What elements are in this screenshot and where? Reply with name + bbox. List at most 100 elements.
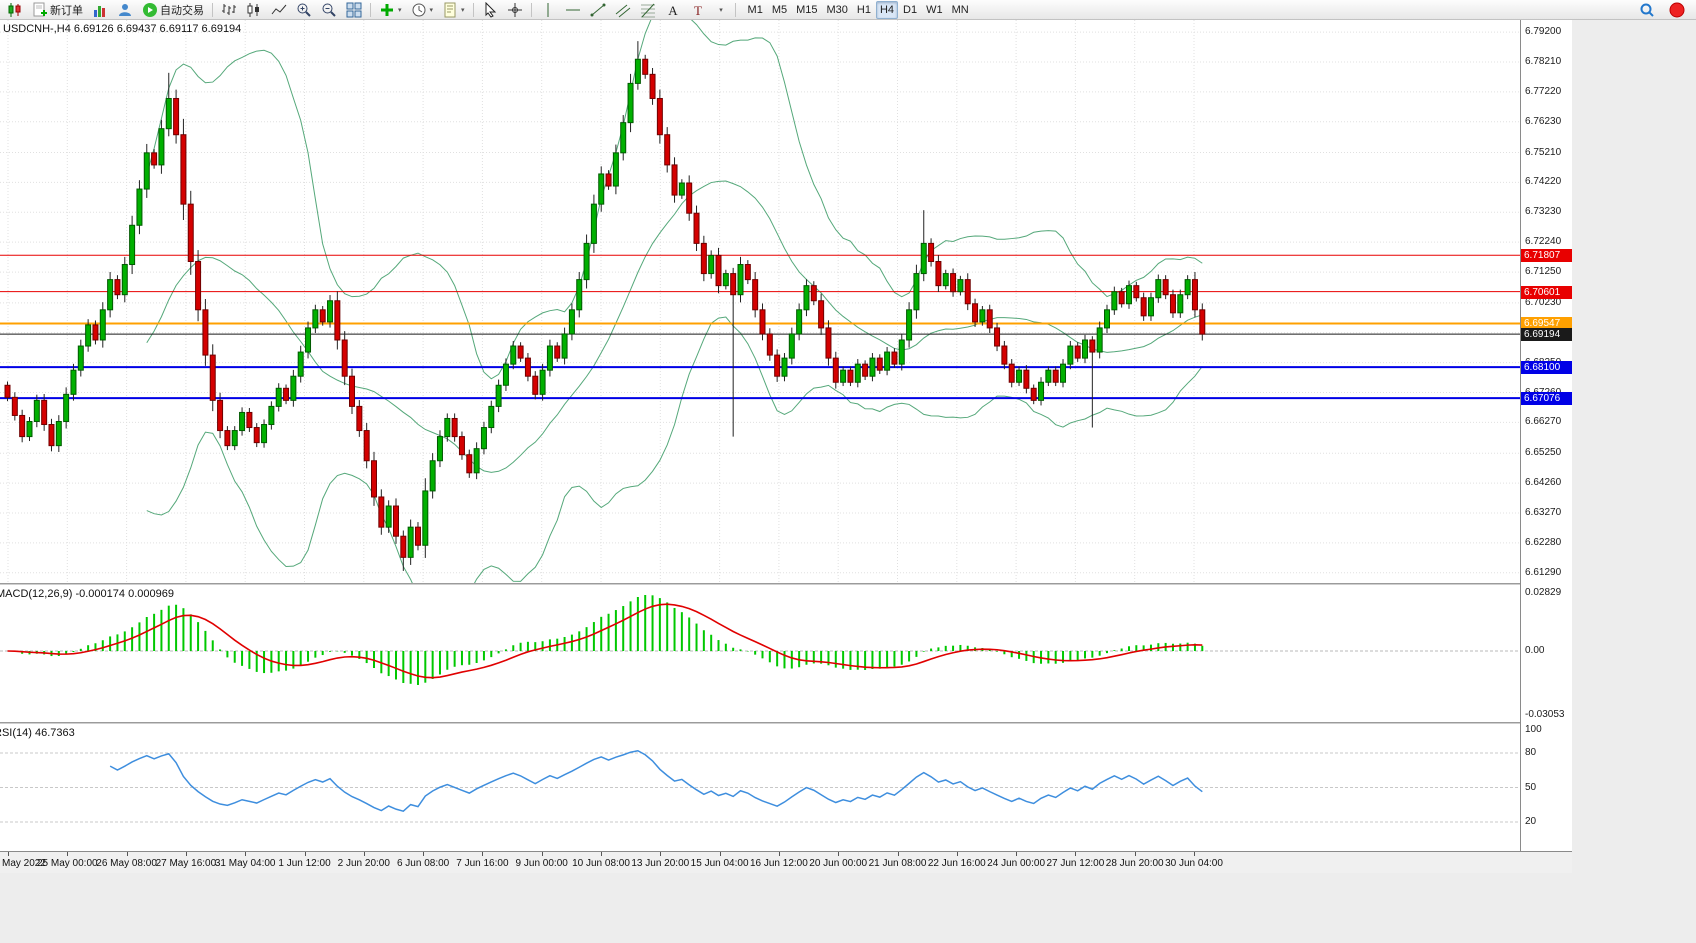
trendline-button[interactable] (586, 1, 610, 19)
timeframe-w1-button[interactable]: W1 (926, 3, 943, 16)
candle-body (1045, 369, 1052, 383)
candle-body (928, 242, 935, 263)
price-line-badge[interactable]: 6.69194 (1521, 328, 1572, 342)
crosshair-button[interactable] (503, 1, 527, 19)
notification-badge[interactable] (1665, 1, 1689, 19)
candle-body (1125, 285, 1132, 305)
candle-body (1169, 294, 1176, 314)
axis-label: 80 (1525, 747, 1537, 758)
shapes-button[interactable]: ▾ (711, 1, 731, 19)
axis-label: 6.64260 (1525, 477, 1562, 489)
channel-button[interactable] (611, 1, 635, 19)
timeframe-d1-button[interactable]: D1 (903, 3, 918, 16)
rsi-panel[interactable] (0, 724, 1520, 851)
tile-windows-button[interactable] (342, 1, 366, 19)
timeframe-m5-button[interactable]: M5 (771, 3, 788, 16)
axis-label: 6.63270 (1525, 506, 1562, 518)
bar-mode-button[interactable] (217, 1, 241, 19)
time-axis[interactable]: May 2022 25 May 00:00 26 May 08:00 27 May 1… (0, 851, 1572, 873)
price-line-badge[interactable]: 6.68100 (1521, 361, 1572, 375)
candle-body (935, 261, 942, 287)
time-axis-label: 28 Jun 20:00 (1105, 858, 1164, 869)
vertical-line-button[interactable] (536, 1, 560, 19)
zoom-out-button[interactable] (317, 1, 341, 19)
candle-body (41, 399, 48, 426)
profile-button[interactable] (113, 1, 137, 19)
line-mode-button[interactable] (267, 1, 291, 19)
candle-body (180, 134, 187, 205)
template-button[interactable]: ▾ (438, 1, 469, 19)
candle-body (913, 273, 920, 311)
candle-body (407, 526, 414, 558)
candle-body (1023, 369, 1030, 389)
candle-body (847, 369, 854, 383)
timeframe-mn-button[interactable]: MN (951, 3, 969, 16)
candle-body (495, 384, 502, 407)
add-indicator-icon (379, 2, 395, 18)
autotrading-button[interactable]: 自动交易 (138, 1, 208, 19)
panel-divider[interactable] (0, 722, 1572, 724)
timeframe-m30-button[interactable]: M30 (826, 3, 848, 16)
new-chart-button[interactable] (3, 1, 27, 19)
zoom-in-button[interactable] (292, 1, 316, 19)
timeframe-h4-button[interactable]: H4 (875, 0, 899, 19)
candle-body (4, 384, 11, 398)
time-axis-label: 25 May 00:00 (36, 858, 98, 869)
candle-body (554, 345, 561, 359)
time-tick (660, 852, 662, 856)
candle-body (107, 279, 114, 311)
trendline-icon (590, 2, 606, 18)
fibonacci-button[interactable] (636, 1, 660, 19)
price-chart[interactable] (0, 20, 1520, 583)
price-line-badge[interactable]: 6.70601 (1521, 285, 1572, 299)
candle-body (818, 300, 825, 329)
axis-label: -0.03053 (1525, 709, 1565, 720)
candle-body (1199, 309, 1206, 335)
candle-body (99, 309, 106, 341)
panel-divider[interactable] (0, 583, 1572, 585)
axis-label: 6.73230 (1525, 206, 1562, 218)
svg-text:T: T (694, 3, 702, 18)
horizontal-line-button[interactable] (561, 1, 585, 19)
time-axis-label: 21 Jun 08:00 (868, 858, 927, 869)
time-axis-label: 31 May 04:00 (214, 858, 276, 869)
candle-body (612, 152, 619, 187)
candle-body (832, 357, 839, 383)
timeframe-m1-button[interactable]: M1 (747, 3, 763, 16)
price-line-badge[interactable]: 6.67076 (1521, 392, 1572, 406)
candle-body (1008, 363, 1015, 383)
charts-button[interactable] (88, 1, 112, 19)
axis-label: 6.65250 (1525, 447, 1562, 459)
timeframe-m15-button[interactable]: M15 (796, 3, 818, 16)
new-order-icon (32, 2, 48, 18)
text-button[interactable]: A (661, 1, 685, 19)
label-button[interactable]: T (686, 1, 710, 19)
candle-body (972, 303, 979, 323)
search-button[interactable] (1635, 1, 1659, 19)
timeframe-h1-button[interactable]: H1 (856, 3, 871, 16)
new-order-button[interactable]: 新订单 (28, 1, 87, 19)
chevron-down-icon: ▾ (398, 6, 402, 14)
candle-body (979, 309, 986, 323)
candle-mode-button[interactable] (242, 1, 266, 19)
candle-body (458, 436, 465, 456)
price-line-badge[interactable]: 6.69547 (1521, 317, 1572, 331)
indicators-button[interactable]: ▾ (375, 1, 406, 19)
time-tick (778, 852, 780, 856)
price-line-badge[interactable]: 6.71807 (1521, 249, 1572, 263)
price-axis[interactable]: 6.79200 6.78210 6.77220 6.76230 6.75210 6.742… (1520, 20, 1572, 851)
candle-body (605, 173, 612, 187)
candle-body (1089, 339, 1096, 353)
notification-icon (1669, 2, 1685, 18)
macd-panel[interactable] (0, 585, 1520, 722)
axis-label: 6.67260 (1525, 387, 1561, 399)
chart-window[interactable]: USDCNH-,H4 6.69126 6.69437 6.69117 6.691… (0, 20, 1572, 873)
cursor-button[interactable] (478, 1, 502, 19)
time-tick (838, 852, 840, 856)
candle-body (1038, 381, 1045, 401)
candle-body (1104, 309, 1110, 329)
axis-label: 6.71250 (1525, 266, 1562, 278)
time-tick (185, 852, 187, 856)
periods-button[interactable]: ▾ (407, 1, 438, 19)
candle-body (561, 333, 568, 359)
